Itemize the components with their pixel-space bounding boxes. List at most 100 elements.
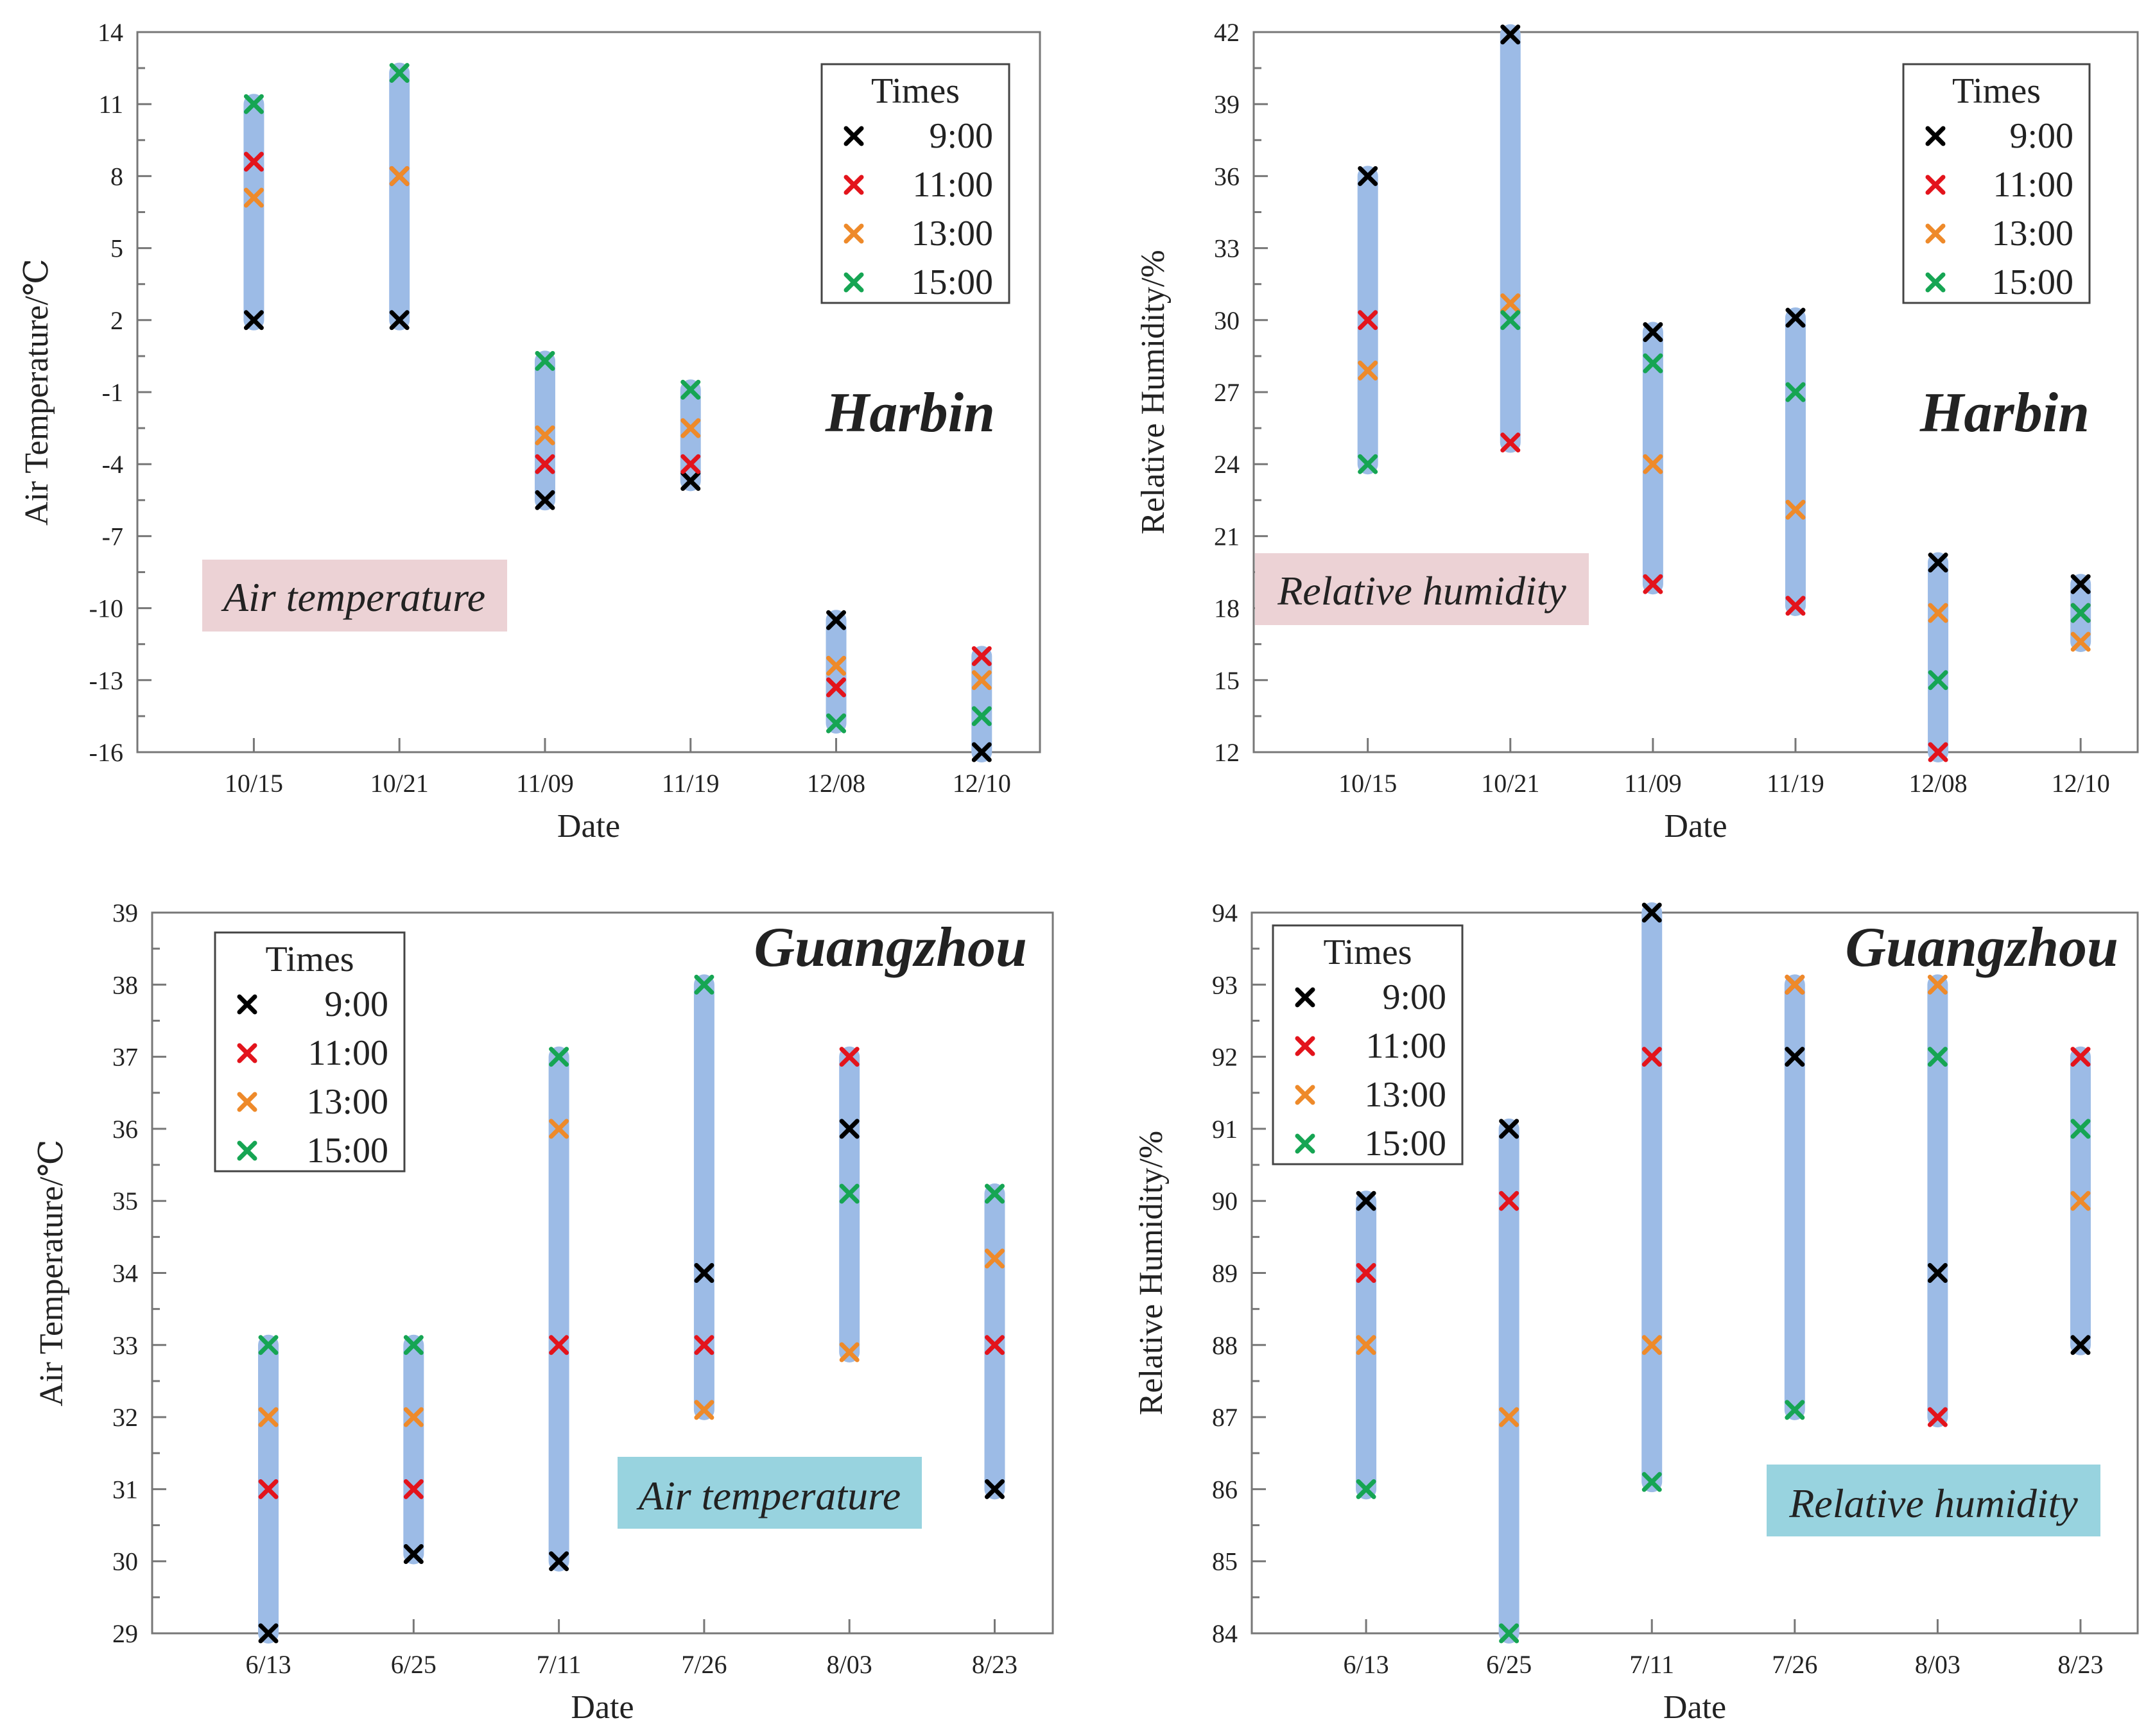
legend-item: 9:00 [929, 116, 993, 156]
data-point [258, 1623, 279, 1644]
data-point [2070, 603, 2091, 623]
x-axis-title: Date [571, 1689, 634, 1726]
y-tick-label: 37 [112, 1043, 138, 1072]
data-point [1643, 574, 1663, 594]
x-tick-label: 7/11 [1629, 1650, 1674, 1679]
data-point [1356, 1479, 1376, 1499]
data-point [1927, 1407, 1948, 1427]
data-point [1928, 603, 1948, 623]
data-point [1641, 1047, 1662, 1067]
data-point [2070, 1119, 2091, 1139]
data-point [971, 646, 992, 666]
x-tick-label: 10/15 [1338, 769, 1397, 798]
x-tick-label: 11/09 [1624, 769, 1682, 798]
y-tick-label: 29 [112, 1619, 138, 1648]
data-point [839, 1119, 860, 1139]
data-point [258, 1335, 279, 1355]
x-tick-label: 10/21 [1481, 769, 1539, 798]
legend-marker [1925, 223, 1946, 244]
legend-marker [1925, 272, 1946, 293]
y-tick-label: 21 [1214, 522, 1240, 551]
data-point [549, 1551, 569, 1572]
y-tick-label: 24 [1214, 450, 1240, 479]
x-tick-label: 12/10 [2052, 769, 2110, 798]
data-point [680, 470, 701, 491]
legend-title: Times [1952, 71, 2041, 111]
data-point [243, 94, 264, 114]
data-point [535, 425, 555, 445]
tag-label: Relative humidity [1277, 568, 1566, 614]
y-tick-label: 34 [112, 1259, 138, 1288]
x-axis-title: Date [1664, 808, 1727, 845]
y-tick-label: -16 [89, 738, 123, 767]
y-tick-label: 12 [1214, 738, 1240, 767]
data-point [403, 1543, 424, 1564]
y-tick-label: 86 [1212, 1475, 1238, 1504]
x-tick-label: 10/21 [370, 769, 429, 798]
data-point [826, 610, 847, 630]
y-axis-title: Relative Humidity/% [1133, 1131, 1170, 1415]
data-point [1643, 322, 1663, 342]
data-point [826, 713, 847, 734]
legend-item: 11:00 [1366, 1026, 1446, 1066]
legend-item: 13:00 [306, 1082, 388, 1122]
data-point [389, 63, 410, 83]
data-point [535, 350, 555, 371]
data-point [680, 418, 701, 438]
y-tick-label: 38 [112, 970, 138, 999]
chart-panel-bottom-right: 84 85 86 87 88 89 90 91 92 93 94 6/13 6/25 7/11 7/26 8/… [1133, 898, 2139, 1726]
y-tick-label: -4 [102, 450, 123, 479]
y-tick-label: 35 [112, 1187, 138, 1216]
y-tick-label: 31 [112, 1475, 138, 1504]
x-tick-label: 12/08 [1909, 769, 1968, 798]
x-tick-label: 6/13 [1344, 1650, 1389, 1679]
data-point [1356, 1190, 1376, 1211]
x-tick-label: 7/26 [1772, 1650, 1817, 1679]
y-tick-label: 92 [1212, 1043, 1238, 1072]
y-tick-label: -7 [102, 522, 123, 551]
data-point [243, 151, 264, 172]
data-point [258, 1479, 279, 1499]
legend-marker [1925, 126, 1946, 146]
data-point [971, 706, 992, 726]
data-point [1358, 360, 1378, 381]
data-point [1358, 166, 1378, 186]
data-point [839, 1183, 860, 1204]
data-point [403, 1335, 424, 1355]
city-title: Harbin [825, 382, 995, 444]
legend-item: 11:00 [913, 165, 993, 205]
data-point [549, 1335, 569, 1355]
data-point [839, 1342, 860, 1362]
data-point [984, 1335, 1005, 1355]
data-point [694, 1263, 714, 1283]
data-point [1928, 742, 1948, 762]
data-point [1928, 670, 1948, 691]
data-point [2070, 1335, 2091, 1355]
y-tick-label: 36 [112, 1115, 138, 1144]
data-point [694, 974, 714, 995]
x-tick-label: 11/19 [1767, 769, 1824, 798]
legend-marker [1295, 1085, 1315, 1105]
data-point [1500, 24, 1521, 45]
x-tick-label: 11/09 [516, 769, 574, 798]
data-point [1927, 1047, 1948, 1067]
legend: Times 9:00 11:00 13:00 15:00 [820, 63, 1010, 304]
y-tick-label: 5 [110, 234, 123, 263]
data-point [1785, 382, 1806, 402]
data-point [1641, 1472, 1662, 1492]
data-point [1641, 902, 1662, 923]
y-tick-label: 15 [1214, 666, 1240, 695]
y-tick-label: 42 [1214, 18, 1240, 47]
data-point [1499, 1190, 1519, 1211]
y-tick-label: 33 [1214, 234, 1240, 263]
y-tick-label: 39 [1214, 90, 1240, 119]
legend-item: 15:00 [1364, 1124, 1446, 1164]
legend-item: 13:00 [1364, 1075, 1446, 1115]
data-point [826, 655, 847, 676]
y-tick-label: 90 [1212, 1187, 1238, 1216]
city-title: Harbin [1919, 382, 2090, 444]
data-point [243, 310, 264, 331]
y-tick-label: 33 [112, 1331, 138, 1360]
legend-marker [237, 994, 257, 1015]
y-axis-title: Air Temperature/℃ [33, 1140, 70, 1407]
